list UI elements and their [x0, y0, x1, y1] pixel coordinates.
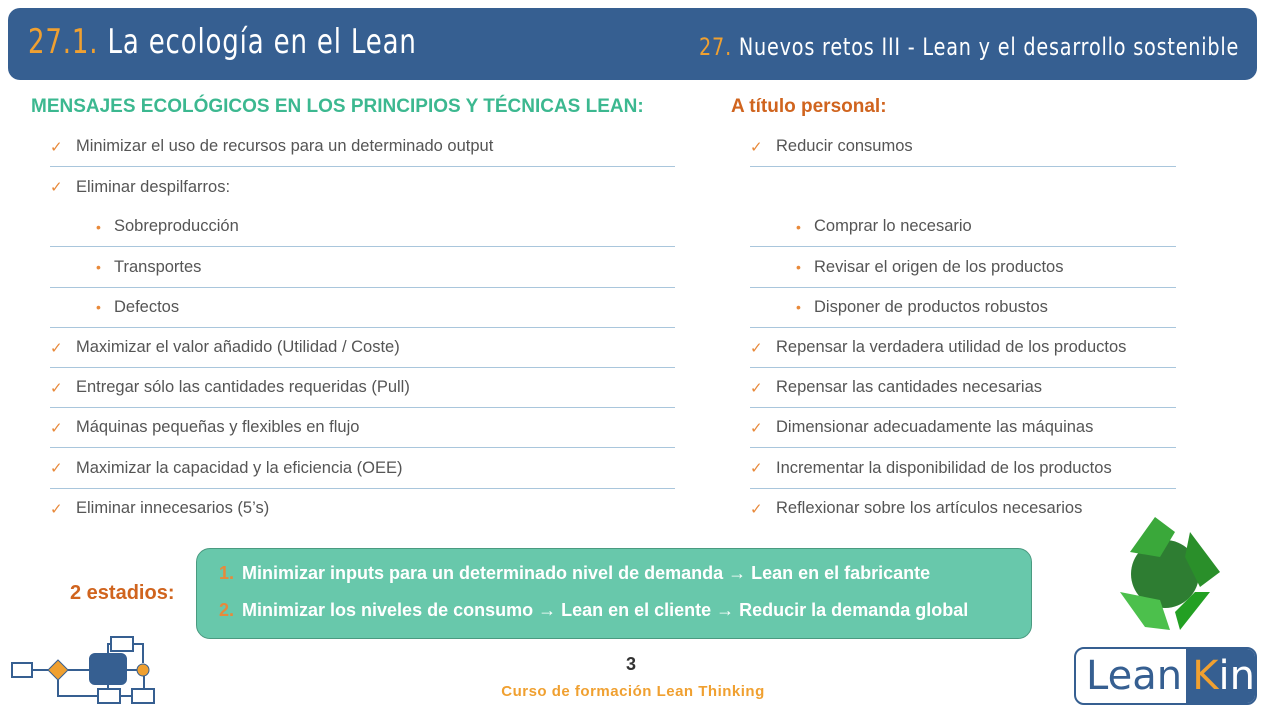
process-flow-icon: [11, 636, 155, 704]
list-item-text: Dimensionar adecuadamente las máquinas: [776, 418, 1094, 437]
list-item: • Transportes: [50, 248, 675, 288]
list-item: ✓ Eliminar despilfarros:: [50, 167, 675, 207]
check-icon: ✓: [750, 460, 763, 478]
stage-item: 1. Minimizar inputs para un determinado n…: [219, 563, 1031, 600]
list-item-text: Eliminar innecesarios (5’s): [76, 499, 270, 518]
chapter-number: 27.: [698, 33, 732, 61]
list-item: ✓ Reducir consumos: [750, 127, 1176, 167]
list-item-text: Máquinas pequeñas y flexibles en flujo: [76, 418, 360, 437]
list-item: ✓ Maximizar la capacidad y la eficiencia …: [50, 449, 675, 489]
check-icon: ✓: [750, 379, 763, 397]
header-bar: 27.1. La ecología en el Lean 27. Nuevos …: [8, 8, 1257, 80]
list-item-text: Maximizar la capacidad y la eficiencia (…: [76, 458, 403, 477]
bullet-icon: •: [96, 259, 101, 276]
list-item: • Sobreproducción: [50, 207, 675, 248]
list-item: [750, 167, 1176, 207]
list-item: • Revisar el origen de los productos: [750, 248, 1176, 288]
logo-lean: Lean: [1086, 653, 1183, 699]
list-item: ✓ Dimensionar adecuadamente las máquinas: [750, 408, 1176, 449]
list-item: • Comprar lo necesario: [750, 207, 1176, 248]
list-item-text: Revisar el origen de los productos: [814, 257, 1064, 276]
list-item-text: Entregar sólo las cantidades requeridas …: [76, 378, 410, 397]
logo-k: K: [1192, 653, 1219, 699]
section-number: 27.1.: [28, 22, 99, 62]
check-icon: ✓: [750, 500, 763, 518]
stage-number: 1.: [219, 563, 235, 583]
list-item-text: Defectos: [114, 297, 180, 316]
list-item: ✓ Eliminar innecesarios (5’s): [50, 489, 675, 529]
page-number: 3: [626, 654, 637, 674]
bullet-icon: •: [796, 299, 801, 316]
list-item-text: Sobreproducción: [114, 217, 239, 236]
list-item-text: Repensar las cantidades necesarias: [776, 378, 1042, 397]
bullet-icon: •: [796, 259, 801, 276]
check-icon: ✓: [50, 379, 63, 397]
bullet-icon: •: [796, 218, 801, 235]
stage-item: 2. Minimizar los niveles de consumo → Lea…: [219, 600, 1031, 637]
list-item: ✓ Máquinas pequeñas y flexibles en flujo: [50, 408, 675, 449]
check-icon: ✓: [750, 339, 763, 357]
chapter-title-text: Nuevos retos III - Lean y el desarrollo …: [738, 33, 1239, 61]
list-item: ✓ Reflexionar sobre los artículos necesar…: [750, 489, 1176, 529]
list-item-text: Eliminar despilfarros:: [76, 177, 231, 196]
check-icon: ✓: [50, 179, 63, 197]
list-item: ✓ Repensar las cantidades necesarias: [750, 368, 1176, 409]
list-item-text: Comprar lo necesario: [814, 217, 972, 236]
logo-kin: Kin: [1186, 649, 1255, 703]
leankin-logo: Lean Kin: [1074, 647, 1257, 705]
stages-label: 2 estadios:: [70, 582, 175, 604]
list-item: ✓ Entregar sólo las cantidades requeridas…: [50, 368, 675, 409]
right-heading: A título personal:: [731, 96, 887, 117]
bullet-icon: •: [96, 299, 101, 316]
stage-text: Minimizar los niveles de consumo → Lean …: [242, 600, 969, 620]
stages-box: 1. Minimizar inputs para un determinado n…: [196, 548, 1032, 639]
list-item-text: Reflexionar sobre los artículos necesari…: [776, 499, 1083, 518]
check-icon: ✓: [750, 138, 763, 156]
recycle-globe-icon: [1120, 517, 1220, 630]
list-item: • Disponer de productos robustos: [750, 288, 1176, 328]
check-icon: ✓: [50, 138, 63, 156]
check-icon: ✓: [50, 419, 63, 437]
list-item: ✓ Repensar la verdadera utilidad de los p…: [750, 328, 1176, 368]
list-item-text: Transportes: [114, 257, 202, 276]
list-item-text: Maximizar el valor añadido (Utilidad / C…: [76, 338, 400, 356]
slide-title: 27.1. La ecología en el Lean: [28, 22, 417, 62]
stage-number: 2.: [219, 600, 235, 620]
check-icon: ✓: [50, 460, 63, 478]
list-item: • Defectos: [50, 288, 675, 328]
list-item-text: Minimizar el uso de recursos para un det…: [76, 137, 494, 155]
check-icon: ✓: [750, 419, 763, 437]
check-icon: ✓: [50, 339, 63, 357]
bullet-icon: •: [96, 218, 101, 235]
chapter-title: 27. Nuevos retos III - Lean y el desarro…: [699, 33, 1239, 61]
list-item: ✓ Maximizar el valor añadido (Utilidad / …: [50, 328, 675, 368]
logo-in: in: [1218, 653, 1255, 699]
left-heading: MENSAJES ECOLÓGICOS EN LOS PRINCIPIOS Y …: [31, 96, 644, 117]
list-item-text: Incrementar la disponibilidad de los pro…: [776, 458, 1112, 477]
stage-text: Minimizar inputs para un determinado niv…: [242, 563, 931, 583]
section-title: La ecología en el Lean: [107, 22, 417, 62]
course-footer: Curso de formación Lean Thinking: [501, 683, 765, 700]
list-item-text: Disponer de productos robustos: [814, 297, 1048, 316]
list-item-text: Repensar la verdadera utilidad de los pr…: [776, 338, 1127, 356]
list-item: ✓ Incrementar la disponibilidad de los pr…: [750, 449, 1176, 489]
check-icon: ✓: [50, 500, 63, 518]
list-item: ✓ Minimizar el uso de recursos para un de…: [50, 127, 675, 167]
list-item-text: Reducir consumos: [776, 137, 913, 155]
